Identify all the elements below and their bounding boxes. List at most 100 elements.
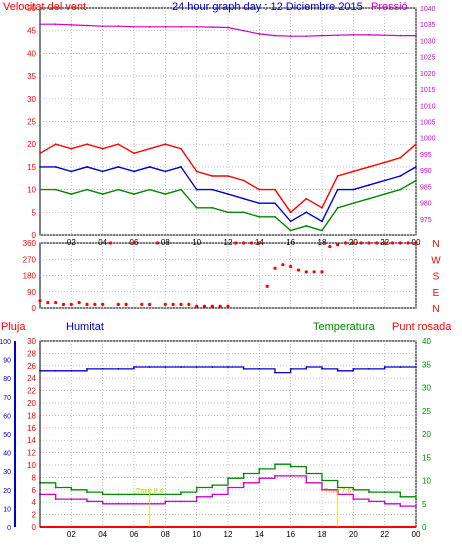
point-pressure — [195, 25, 198, 28]
humidity-y-tick-label: 10 — [27, 461, 36, 470]
point-min — [336, 206, 339, 209]
point-pressure — [336, 34, 339, 37]
direction-y-tick-label: 180 — [23, 272, 37, 281]
pressure-y-tick-label: 995 — [420, 152, 432, 159]
direction-point — [108, 241, 113, 245]
x-tick-label: 10 — [192, 238, 201, 247]
direction-point — [351, 241, 355, 245]
point-pressure — [258, 33, 261, 35]
x-tick-label: 18 — [318, 238, 327, 247]
point-dewpoint — [415, 505, 417, 507]
point-pressure — [164, 25, 167, 28]
rain-y-tick-label: 30 — [3, 469, 11, 476]
temperature-y-tick-label: 15 — [422, 453, 431, 462]
direction-point — [116, 302, 120, 306]
point-humidity — [258, 368, 261, 370]
humidity-y-tick-label: 4 — [32, 498, 37, 507]
point-min — [242, 211, 245, 214]
point-gust — [274, 188, 276, 191]
point-gust — [258, 188, 261, 191]
direction-point — [226, 304, 230, 308]
pressure-y-tick-label: 1040 — [420, 6, 436, 13]
point-avg — [211, 188, 214, 191]
wind-y-tick-label: 30 — [27, 95, 36, 104]
point-temperature — [180, 491, 182, 494]
wind-speed-label: Velocitat del vent — [3, 1, 86, 13]
point-dewpoint — [117, 502, 120, 505]
direction-point — [414, 241, 418, 245]
point-avg — [54, 166, 57, 168]
point-gust — [101, 147, 104, 150]
direction-point — [375, 241, 379, 245]
humidity-y-tick-label: 2 — [32, 511, 37, 520]
point-humidity — [274, 371, 276, 374]
direction-point — [187, 302, 191, 306]
point-gust — [227, 175, 229, 177]
direction-point — [124, 302, 128, 306]
point-humidity — [180, 366, 182, 368]
point-pressure — [54, 23, 57, 26]
point-dewpoint — [227, 486, 229, 489]
direction-point — [85, 302, 89, 306]
point-min — [101, 193, 104, 196]
point-gust — [54, 143, 57, 146]
point-min — [195, 206, 198, 209]
humidity-y-tick-label: 8 — [32, 473, 37, 482]
point-avg — [305, 211, 308, 214]
point-humidity — [70, 369, 73, 372]
point-pressure — [86, 24, 88, 27]
point-dewpoint — [180, 500, 182, 503]
wind-y-tick-label: 25 — [27, 118, 36, 127]
point-humidity — [117, 368, 120, 370]
humidity-y-tick-label: 12 — [27, 449, 36, 458]
direction-point — [242, 241, 246, 245]
direction-point — [328, 245, 332, 249]
rain-y-tick-label: 80 — [3, 376, 11, 383]
point-min — [211, 206, 214, 209]
point-pressure — [227, 26, 229, 29]
point-pressure — [352, 34, 355, 36]
point-min — [54, 188, 57, 191]
point-dewpoint — [195, 495, 198, 498]
point-humidity — [289, 368, 292, 370]
point-pressure — [211, 26, 214, 29]
wind-y-tick-label: 15 — [27, 163, 36, 172]
point-humidity — [195, 366, 198, 368]
x-tick-label: 08 — [161, 238, 170, 247]
point-dewpoint — [289, 474, 292, 477]
x-tick-label: 18 — [318, 530, 327, 539]
wind-y-tick-label: 40 — [27, 49, 36, 58]
point-temperature — [133, 493, 135, 496]
humidity-y-tick-label: 22 — [27, 387, 36, 396]
pressure-y-tick-label: 1020 — [420, 71, 436, 78]
point-avg — [399, 175, 402, 177]
grid-lines — [40, 7, 417, 528]
x-tick-label: 08 — [161, 530, 170, 539]
x-tick-label: 04 — [98, 238, 107, 247]
humidity-y-tick-label: 16 — [27, 424, 36, 433]
point-avg — [227, 193, 229, 196]
temperature-y-tick-label: 0 — [422, 523, 427, 532]
rain-y-tick-label: 70 — [3, 395, 11, 402]
direction-point — [61, 302, 66, 306]
point-min — [321, 229, 323, 232]
point-humidity — [336, 369, 339, 372]
humidity-y-tick-label: 14 — [27, 436, 36, 445]
point-gust — [180, 147, 182, 150]
direction-point — [406, 241, 410, 245]
pressure-y-tick-label: 1015 — [420, 87, 436, 94]
direction-point — [101, 302, 105, 306]
point-humidity — [305, 366, 308, 368]
compass-label: N — [432, 239, 439, 250]
pressure-y-tick-label: 1035 — [420, 22, 436, 29]
point-humidity — [101, 368, 104, 370]
direction-point — [171, 302, 175, 306]
point-pressure — [180, 25, 182, 28]
x-tick-label: 06 — [130, 530, 139, 539]
direction-point — [281, 263, 285, 267]
rain-y-tick-label: 20 — [3, 488, 11, 495]
point-gust — [336, 175, 339, 177]
direction-point — [77, 300, 81, 305]
point-avg — [415, 166, 417, 168]
point-gust — [352, 170, 355, 173]
